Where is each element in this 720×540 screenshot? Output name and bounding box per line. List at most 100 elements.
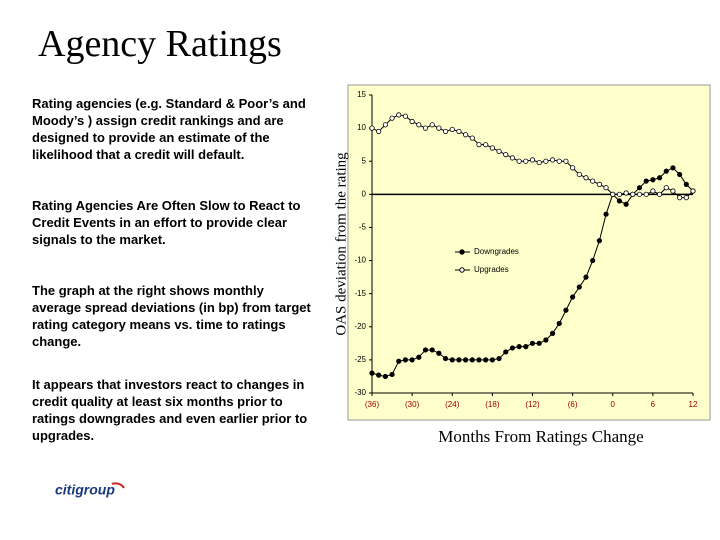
point xyxy=(650,188,656,194)
point xyxy=(409,118,415,125)
x-tick-label: (24) xyxy=(445,400,460,409)
point xyxy=(563,307,569,313)
point xyxy=(677,195,683,201)
point xyxy=(549,330,556,336)
point xyxy=(463,357,469,363)
paragraph: It appears that investors react to chang… xyxy=(32,377,308,443)
point xyxy=(643,178,649,184)
point xyxy=(583,274,589,280)
point xyxy=(503,349,509,355)
point xyxy=(496,148,502,154)
point xyxy=(376,372,382,378)
y-tick-label: -15 xyxy=(354,289,366,298)
y-axis-label: OAS deviation from the rating xyxy=(333,152,349,336)
point xyxy=(523,158,529,164)
point xyxy=(596,181,602,187)
point xyxy=(603,211,609,217)
point xyxy=(570,165,576,171)
x-axis-label: Months From Ratings Change xyxy=(438,427,643,446)
point xyxy=(690,188,696,194)
y-tick-label: -5 xyxy=(359,223,367,232)
point xyxy=(396,358,402,364)
point xyxy=(416,354,422,360)
point xyxy=(556,320,562,327)
y-tick-label: -10 xyxy=(354,256,366,265)
point xyxy=(416,122,422,128)
point xyxy=(683,181,689,187)
point xyxy=(476,142,482,148)
legend-marker xyxy=(459,267,465,273)
y-tick-label: -20 xyxy=(354,322,366,331)
y-tick-label: 0 xyxy=(362,189,367,198)
point xyxy=(442,128,449,135)
point xyxy=(422,347,429,353)
point xyxy=(670,188,676,194)
x-tick-label: (12) xyxy=(525,400,540,409)
point xyxy=(449,357,455,363)
point xyxy=(636,191,643,197)
point xyxy=(616,191,623,197)
legend-label: Downgrades xyxy=(474,247,519,256)
point xyxy=(389,115,395,121)
point xyxy=(603,185,609,191)
point xyxy=(670,165,676,171)
y-tick-label: -25 xyxy=(354,355,366,364)
point xyxy=(442,355,449,362)
point xyxy=(382,373,388,380)
point xyxy=(663,168,669,174)
point xyxy=(563,158,569,164)
point xyxy=(483,142,489,148)
y-tick-label: 5 xyxy=(362,156,367,165)
point xyxy=(369,125,375,131)
title: Agency Ratings xyxy=(38,23,282,65)
logo-arc xyxy=(111,482,125,489)
point xyxy=(396,112,402,118)
point xyxy=(489,145,495,151)
point xyxy=(656,191,663,197)
point xyxy=(436,125,442,131)
point xyxy=(402,357,409,363)
point xyxy=(590,178,596,184)
point xyxy=(590,257,596,264)
point xyxy=(643,191,649,197)
point xyxy=(583,175,589,181)
point xyxy=(409,357,415,363)
x-tick-label: 0 xyxy=(611,400,616,409)
point xyxy=(469,357,475,363)
point xyxy=(529,340,536,346)
point xyxy=(436,350,442,356)
point xyxy=(636,185,643,191)
point xyxy=(382,122,388,128)
point xyxy=(663,185,669,191)
point xyxy=(549,157,556,163)
point xyxy=(456,128,462,135)
point xyxy=(463,132,469,138)
paragraph: The graph at the right shows monthly ave… xyxy=(32,283,311,349)
y-tick-label: -30 xyxy=(354,388,366,397)
point xyxy=(516,344,522,350)
legend-label: Upgrades xyxy=(474,265,509,274)
point xyxy=(456,357,462,363)
paragraph: Rating Agencies Are Often Slow to React … xyxy=(32,198,301,247)
y-tick-label: 15 xyxy=(357,90,366,99)
point xyxy=(509,155,516,161)
point xyxy=(536,340,542,346)
point xyxy=(376,128,382,135)
point xyxy=(529,157,536,163)
x-tick-label: (6) xyxy=(568,400,578,409)
point xyxy=(616,198,623,204)
point xyxy=(656,175,663,181)
legend-marker xyxy=(459,249,465,255)
x-tick-label: 6 xyxy=(651,400,656,409)
point xyxy=(543,337,549,343)
point xyxy=(536,159,542,166)
y-tick-label: 10 xyxy=(357,123,366,132)
x-tick-label: (18) xyxy=(485,400,500,409)
point xyxy=(429,122,435,128)
point xyxy=(570,294,576,300)
point xyxy=(476,357,482,363)
point xyxy=(389,371,395,378)
point xyxy=(369,370,375,376)
